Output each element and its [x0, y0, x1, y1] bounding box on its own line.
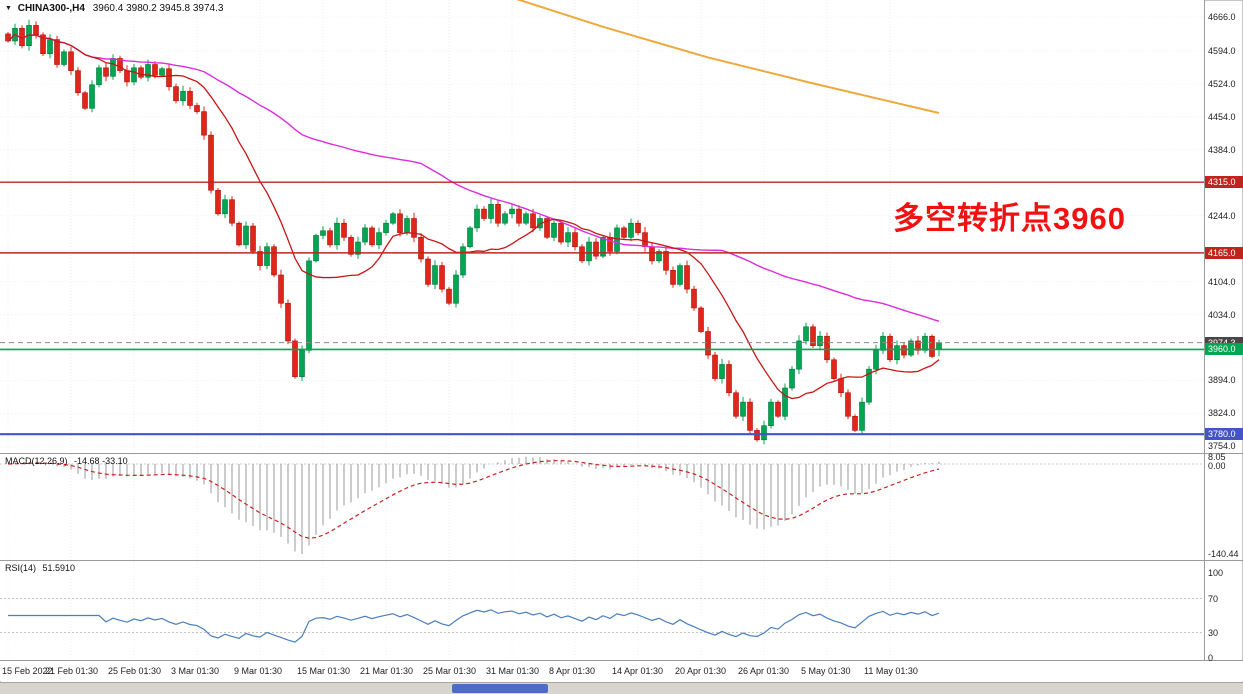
price-badge-support-3780: 3780.0 [1205, 428, 1243, 441]
macd-signal-line [7, 460, 940, 539]
moving-averages-layer [7, 0, 940, 400]
macd-scale-tick: 0.00 [1208, 461, 1226, 471]
panel-splitter[interactable] [0, 560, 1243, 561]
candlestick-chart[interactable] [0, 0, 1204, 453]
macd-name: MACD(12,26,9) [5, 456, 68, 466]
pivot-annotation-text[interactable]: 多空转折点3960 [893, 201, 1126, 236]
rsi-scale-tick: 30 [1208, 627, 1219, 638]
price-axis[interactable]: 4666.0 4594.0 4524.0 4454.0 4384.0 4244.0 4104… [1205, 0, 1243, 663]
time-label: 5 May 01:30 [801, 666, 851, 676]
time-label: 21 Mar 01:30 [360, 666, 414, 676]
price-tick: 4104.0 [1208, 276, 1236, 287]
panel-splitter[interactable] [0, 660, 1243, 661]
time-label: 11 May 01:30 [864, 666, 918, 676]
main-chart-panel[interactable]: ▼ CHINA300-,H4 3960.4 3980.2 3945.8 3974… [0, 0, 1204, 453]
rsi-scale-tick: 100 [1208, 568, 1224, 578]
time-label: 25 Mar 01:30 [423, 666, 477, 676]
price-tick: 4384.0 [1208, 144, 1236, 155]
macd-current-values: -14.68 -33.10 [74, 456, 128, 466]
macd-scale-tick: 8.05 [1208, 452, 1226, 462]
scrollbar-thumb[interactable] [452, 684, 548, 693]
price-tick: 4454.0 [1208, 111, 1236, 122]
price-tick: 3894.0 [1208, 375, 1236, 386]
collapse-triangle-icon[interactable]: ▼ [5, 5, 12, 12]
rsi-chart[interactable] [0, 561, 1204, 660]
price-badge-pivot-3960: 3960.0 [1205, 343, 1243, 356]
price-tick: 4034.0 [1208, 309, 1236, 320]
chart-title: ▼ CHINA300-,H4 3960.4 3980.2 3945.8 3974… [5, 3, 223, 14]
time-label: 15 Mar 01:30 [297, 666, 351, 676]
time-label: 15 Feb 2022 [2, 666, 53, 676]
price-tick: 4594.0 [1208, 45, 1236, 56]
time-label: 14 Apr 01:30 [612, 666, 664, 676]
time-label: 20 Apr 01:30 [675, 666, 727, 676]
time-label: 21 Feb 01:30 [45, 666, 99, 676]
rsi-panel[interactable]: RSI(14) 51.5910 [0, 561, 1204, 660]
panel-splitter[interactable] [0, 453, 1243, 454]
time-axis[interactable]: 15 Feb 2022 21 Feb 01:30 25 Feb 01:30 3 Mar… [0, 661, 1243, 681]
horizontal-scrollbar[interactable] [0, 682, 1243, 694]
rsi-current-value: 51.5910 [42, 563, 76, 573]
candles-layer [5, 19, 942, 445]
macd-panel[interactable]: MACD(12,26,9) -14.68 -33.10 [0, 454, 1204, 560]
ohlc-values: 3960.4 3980.2 3945.8 3974.3 [92, 3, 224, 14]
rsi-indicator-label: RSI(14) 51.5910 [5, 563, 75, 573]
rsi-scale-tick: 70 [1208, 593, 1219, 604]
price-badge-resistance-1: 4315.0 [1205, 176, 1243, 189]
time-label: 26 Apr 01:30 [738, 666, 790, 676]
price-tick: 4244.0 [1208, 210, 1236, 221]
macd-histogram [14, 456, 940, 554]
rsi-name: RSI(14) [5, 563, 37, 573]
time-label: 8 Apr 01:30 [549, 666, 596, 676]
time-label: 25 Feb 01:30 [108, 666, 162, 676]
rsi-scale-tick: 0 [1208, 653, 1214, 663]
macd-chart[interactable] [0, 454, 1204, 560]
time-label: 3 Mar 01:30 [171, 666, 220, 676]
macd-scale-tick: -140.44 [1208, 549, 1239, 559]
price-tick: 4666.0 [1208, 11, 1236, 22]
price-axis-divider [1204, 0, 1205, 660]
time-label: 9 Mar 01:30 [234, 666, 283, 676]
price-tick: 3754.0 [1208, 441, 1236, 452]
price-tick: 4524.0 [1208, 78, 1236, 89]
price-badge-resistance-2: 4165.0 [1205, 246, 1243, 259]
time-label: 31 Mar 01:30 [486, 666, 540, 676]
ma-fast-line [7, 33, 940, 400]
macd-indicator-label: MACD(12,26,9) -14.68 -33.10 [5, 456, 128, 466]
rsi-line [8, 609, 940, 643]
price-tick: 3824.0 [1208, 408, 1236, 419]
ma-long-line [516, 0, 940, 114]
ma-slow-line [7, 33, 940, 322]
symbol-label: CHINA300-,H4 [17, 3, 85, 14]
